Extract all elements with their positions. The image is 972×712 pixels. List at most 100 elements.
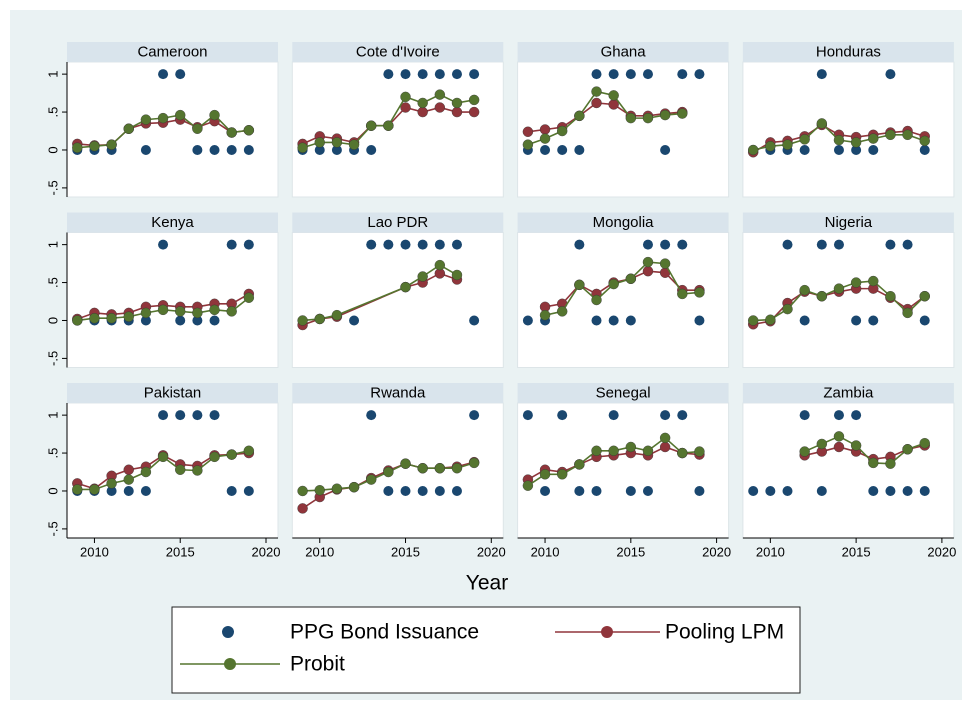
series-marker [192, 307, 203, 319]
panel-title: Cameroon [137, 43, 207, 60]
x-tick-label: 2010 [80, 544, 109, 559]
bond-issuance-dot [434, 239, 445, 250]
series-marker [243, 125, 255, 136]
panel-title: Kenya [151, 214, 194, 231]
series-marker [677, 108, 688, 119]
x-axis-label: Year [466, 572, 508, 595]
bond-issuance-dot [434, 485, 445, 496]
series-marker [747, 144, 759, 156]
bond-issuance-dot [677, 410, 688, 421]
panel-background [291, 402, 504, 539]
bond-issuance-dot [902, 239, 913, 250]
bond-issuance-dot [123, 485, 134, 496]
bond-issuance-dot [192, 315, 203, 326]
series-marker [799, 446, 810, 457]
series-marker [226, 127, 237, 138]
bond-issuance-dot [400, 485, 411, 496]
bond-issuance-dot [642, 69, 653, 80]
series-marker [331, 137, 343, 148]
series-marker [539, 469, 551, 480]
series-marker [539, 309, 551, 321]
bond-issuance-dot [383, 485, 394, 496]
bond-issuance-dot [557, 144, 568, 155]
y-tick-label: -.5 [45, 180, 60, 195]
panel-background [517, 232, 730, 368]
series-marker [868, 275, 879, 287]
series-marker [816, 291, 828, 302]
series-marker [782, 139, 793, 150]
series-marker [902, 129, 913, 141]
panel-background [66, 232, 279, 368]
panel-background [742, 402, 955, 539]
series-marker [417, 271, 428, 282]
panel-title: Nigeria [825, 214, 873, 231]
panel-title: Pakistan [144, 384, 202, 401]
series-marker [157, 112, 169, 124]
bond-issuance-dot [625, 485, 636, 496]
bond-issuance-dot [451, 239, 462, 250]
series-marker [919, 135, 930, 147]
series-marker [591, 445, 602, 456]
series-marker [694, 446, 705, 457]
panel-title: Lao PDR [367, 214, 428, 231]
series-marker [625, 441, 637, 453]
series-marker [557, 306, 568, 317]
x-tick-label: 2020 [252, 544, 281, 559]
panel-title-band [742, 42, 954, 62]
series-marker [417, 97, 428, 109]
panel-title-band [517, 42, 729, 62]
series-marker [522, 126, 534, 137]
series-marker [400, 281, 411, 293]
legend-marker [222, 626, 234, 638]
bond-issuance-dot [226, 144, 237, 155]
bond-issuance-dot [902, 485, 913, 496]
bond-issuance-dot [574, 239, 585, 250]
series-marker [574, 279, 585, 291]
series-marker [209, 451, 220, 463]
series-marker [574, 110, 585, 122]
series-marker [659, 109, 671, 121]
bond-issuance-dot [765, 485, 776, 496]
bond-issuance-dot [383, 69, 394, 80]
series-marker [157, 451, 169, 463]
series-marker [314, 485, 325, 496]
panel-background [291, 61, 504, 198]
bond-issuance-dot [140, 485, 151, 496]
series-marker [106, 313, 117, 324]
series-marker [140, 466, 152, 478]
panel-title: Honduras [816, 43, 881, 60]
bond-issuance-dot [782, 239, 793, 250]
series-marker [331, 483, 343, 494]
panel-background [291, 232, 504, 368]
legend-label: Pooling LPM [665, 621, 784, 644]
bond-issuance-dot [868, 485, 879, 496]
series-marker [140, 307, 152, 319]
bond-issuance-dot [209, 144, 220, 155]
bond-issuance-dot [625, 69, 636, 80]
bond-issuance-dot [919, 315, 930, 326]
series-marker [209, 304, 220, 316]
panel-title: Zambia [823, 384, 874, 401]
panel-title-band [292, 212, 504, 233]
series-marker [175, 306, 186, 317]
series-marker [434, 259, 446, 271]
series-marker [140, 114, 152, 125]
panel-background [742, 61, 955, 198]
series-marker [451, 269, 463, 281]
bond-issuance-dot [106, 485, 117, 496]
bond-issuance-dot [243, 485, 254, 496]
panel-title-band [742, 212, 954, 233]
panel-background [517, 61, 730, 198]
legend-marker [601, 626, 613, 638]
panel-title-band [67, 42, 278, 62]
series-marker [297, 503, 308, 514]
series-marker [297, 485, 308, 497]
series-marker [400, 458, 411, 469]
bond-issuance-dot [851, 315, 862, 326]
bond-issuance-dot [591, 69, 602, 80]
series-marker [400, 91, 411, 103]
bond-issuance-dot [331, 144, 342, 155]
bond-issuance-dot [400, 239, 411, 250]
bond-issuance-dot [209, 315, 220, 326]
y-tick-label: -.5 [45, 351, 60, 366]
